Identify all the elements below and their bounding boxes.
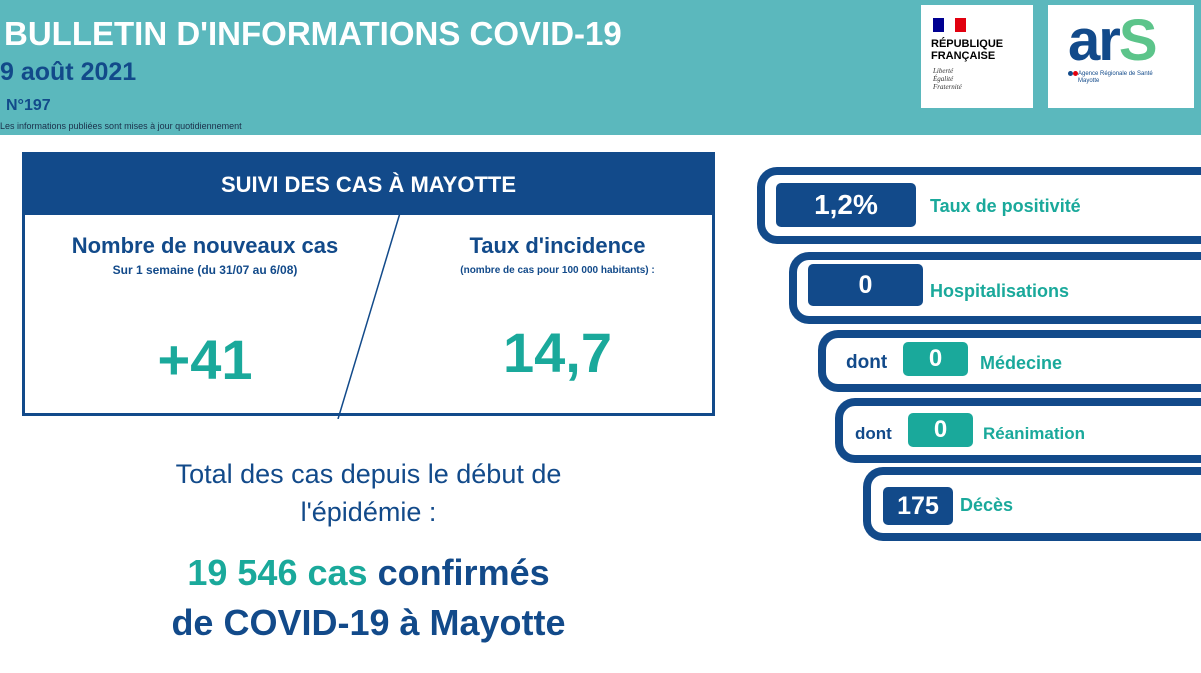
deces-value: 175 <box>883 487 953 525</box>
positivity-label: Taux de positivité <box>930 196 1081 216</box>
french-flag-icon <box>933 18 966 32</box>
total-count: 19 546 cas <box>187 552 368 593</box>
reanimation-pill <box>835 398 1201 463</box>
bulletin-date: 9 août 2021 <box>0 58 137 86</box>
header-banner: BULLETIN D'INFORMATIONS COVID-19 9 août … <box>0 0 1201 135</box>
ars-wordmark: arS <box>1068 8 1157 73</box>
hospital-label: Hospitalisations <box>930 281 1070 301</box>
medecine-value: 0 <box>903 342 968 376</box>
medecine-pill <box>818 330 1201 392</box>
total-confirmed-word: confirmés <box>377 552 550 593</box>
case-tracking-panel: SUIVI DES CAS À MAYOTTE Nombre de nouvea… <box>22 152 715 419</box>
republique-motto: Liberté Égalité Fraternité <box>933 67 962 91</box>
panel-divider <box>337 212 401 419</box>
positivity-value: 1,2% <box>776 183 916 227</box>
new-cases-column: Nombre de nouveaux cas Sur 1 semaine (du… <box>25 233 385 277</box>
medecine-label: Médecine <box>980 353 1063 373</box>
update-note: Les informations publiées sont mises à j… <box>0 121 242 131</box>
medecine-prefix: dont <box>846 352 888 373</box>
incidence-column: Taux d'incidence (nombre de cas pour 100… <box>400 233 715 276</box>
total-intro: Total des cas depuis le début de l'épidé… <box>175 459 562 527</box>
ars-logo: arS Agence Régionale de Santé Mayotte <box>1048 5 1194 108</box>
total-line2: de COVID-19 à Mayotte <box>171 602 566 643</box>
incidence-subtitle: (nombre de cas pour 100 000 habitants) : <box>460 265 655 276</box>
republique-name: RÉPUBLIQUE FRANÇAISE <box>931 38 1004 62</box>
bulletin-title: BULLETIN D'INFORMATIONS COVID-19 <box>4 15 622 52</box>
hospital-value: 0 <box>808 264 923 306</box>
positivity-pill <box>757 167 1201 244</box>
ars-subtitle: Agence Régionale de Santé Mayotte <box>1078 71 1153 84</box>
case-tracking-heading: SUIVI DES CAS À MAYOTTE <box>25 155 712 215</box>
incidence-title: Taux d'incidence <box>469 233 646 258</box>
deces-label: Décès <box>960 495 1014 515</box>
incidence-value: 14,7 <box>503 321 612 384</box>
new-cases-title: Nombre de nouveaux cas <box>71 233 339 258</box>
new-cases-value: +41 <box>157 328 253 391</box>
total-confirmed: 19 546 cas confirmés de COVID-19 à Mayot… <box>22 548 715 648</box>
reanimation-value: 0 <box>908 413 973 447</box>
bulletin-number: N°197 <box>6 97 51 114</box>
reanimation-prefix: dont <box>855 424 892 443</box>
reanimation-label: Réanimation <box>983 424 1086 443</box>
republique-francaise-logo: RÉPUBLIQUE FRANÇAISE Liberté Égalité Fra… <box>921 5 1033 108</box>
new-cases-subtitle: Sur 1 semaine (du 31/07 au 6/08) <box>112 263 298 277</box>
ars-dots-icon <box>1068 71 1078 76</box>
